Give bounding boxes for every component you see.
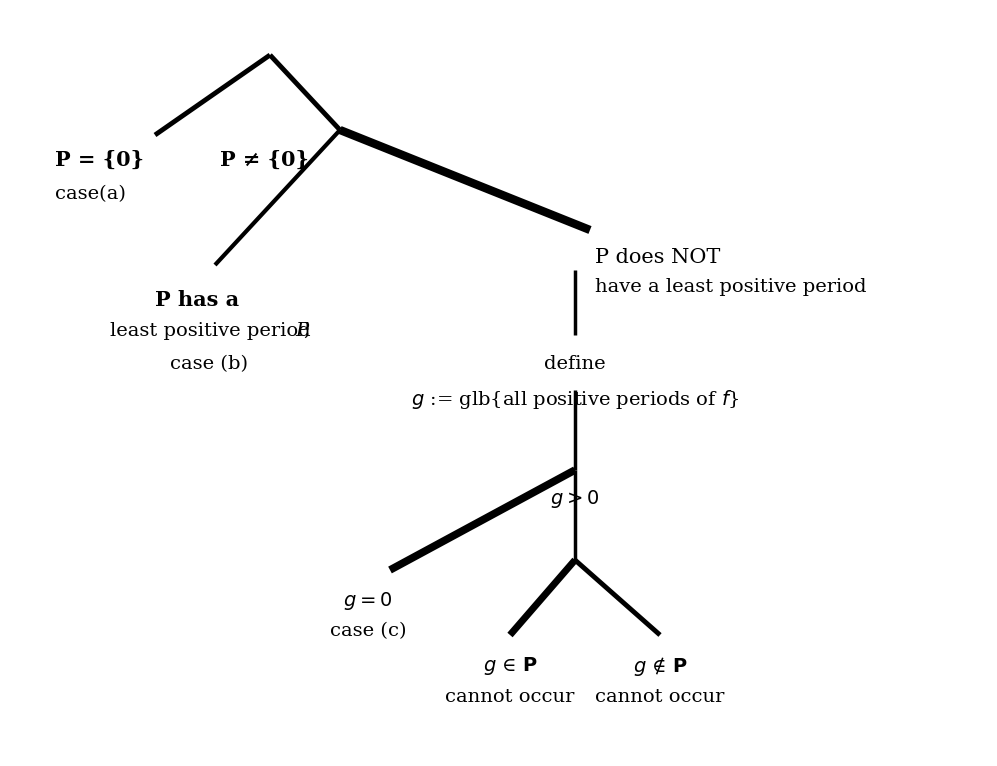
Text: $g$ ∈ $\mathbf{P}$: $g$ ∈ $\mathbf{P}$ bbox=[483, 655, 537, 677]
Text: have a least positive period: have a least positive period bbox=[595, 278, 866, 296]
Text: cannot occur: cannot occur bbox=[446, 688, 574, 706]
Text: $g$ ∉ $\mathbf{P}$: $g$ ∉ $\mathbf{P}$ bbox=[633, 655, 687, 678]
Text: P has a: P has a bbox=[155, 290, 239, 310]
Text: P = {0}: P = {0} bbox=[55, 150, 144, 170]
Text: P ≠ {0}: P ≠ {0} bbox=[220, 150, 309, 170]
Text: case (b): case (b) bbox=[170, 355, 248, 373]
Text: ;: ; bbox=[303, 322, 310, 340]
Text: $g > 0$: $g > 0$ bbox=[550, 488, 599, 510]
Text: $g = 0$: $g = 0$ bbox=[343, 590, 393, 612]
Text: P: P bbox=[295, 322, 308, 340]
Text: cannot occur: cannot occur bbox=[595, 688, 725, 706]
Text: case(a): case(a) bbox=[55, 185, 126, 203]
Text: $g$ := glb{all positive periods of $f$}: $g$ := glb{all positive periods of $f$} bbox=[411, 388, 740, 411]
Text: define: define bbox=[544, 355, 606, 373]
Text: P does NOT: P does NOT bbox=[595, 248, 721, 267]
Text: case (c): case (c) bbox=[330, 622, 406, 640]
Text: least positive period: least positive period bbox=[110, 322, 317, 340]
